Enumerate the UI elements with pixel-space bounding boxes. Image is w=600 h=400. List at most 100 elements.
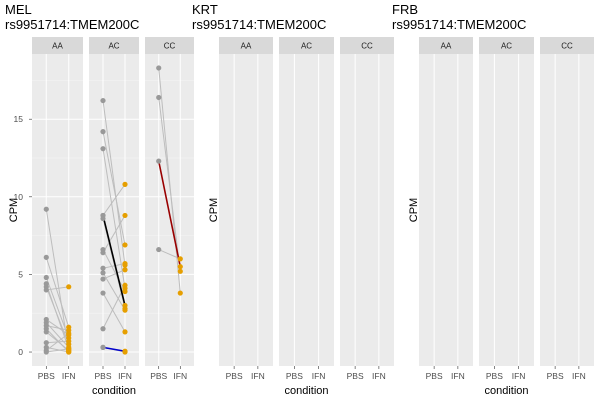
x-tick-label: IFN: [312, 371, 326, 381]
y-tick-label: 15: [14, 114, 24, 124]
pair-line: [158, 249, 181, 260]
highlight-line: [102, 346, 126, 353]
chart-subtitle: rs9951714:TMEM200C: [5, 17, 139, 32]
ifn-point: [122, 329, 128, 335]
ifn-point: [66, 330, 72, 337]
pair-line: [102, 272, 126, 311]
y-axis-label: CPM: [208, 198, 220, 222]
x-tick-label: IFN: [173, 371, 187, 381]
x-tick-label: PBS: [547, 371, 564, 381]
panel-background: [89, 54, 139, 366]
pbs-point: [156, 158, 162, 164]
pair-line: [102, 263, 126, 269]
facet-strip-label: CC: [164, 42, 176, 51]
highlight-line: [102, 215, 126, 306]
x-axis-label: condition: [484, 385, 528, 397]
facet-strip-label: AA: [52, 42, 63, 51]
ifn-point: [122, 288, 128, 295]
pair-line: [45, 331, 70, 351]
facet-strip: [89, 37, 139, 54]
ifn-point: [66, 284, 72, 290]
ifn-point: [122, 267, 128, 273]
x-tick-label: IFN: [62, 371, 76, 381]
highlight-line: [157, 160, 182, 267]
panel-background: [340, 54, 394, 366]
x-tick-label: PBS: [426, 371, 443, 381]
ifn-point: [177, 264, 183, 270]
pbs-point: [156, 94, 162, 101]
facet-strip-label: AA: [441, 42, 452, 51]
facet-strip: [419, 37, 473, 54]
panel-background: [279, 54, 334, 366]
x-tick-label: IFN: [372, 371, 386, 381]
panel-background: [219, 54, 273, 366]
ifn-point: [177, 268, 183, 274]
x-tick-label: PBS: [226, 371, 243, 381]
facet-strip: [279, 37, 334, 54]
x-tick-label: IFN: [572, 371, 586, 381]
pair-line: [45, 328, 70, 353]
x-tick-label: PBS: [286, 371, 303, 381]
pbs-point: [100, 97, 106, 104]
facet-strip: [32, 37, 83, 54]
pair-line: [46, 348, 69, 353]
pair-line: [102, 249, 126, 292]
facet-strip-label: AC: [108, 42, 119, 51]
pair-line: [102, 100, 126, 266]
pair-line: [45, 286, 70, 345]
panel-background: [419, 54, 473, 366]
pbs-point: [43, 329, 49, 335]
pbs-point: [100, 344, 106, 350]
pbs-point: [100, 129, 106, 135]
facet-strip-label: AC: [501, 42, 512, 51]
x-tick-label: PBS: [150, 371, 167, 381]
pair-line: [158, 97, 181, 272]
pair-line: [102, 131, 126, 246]
ifn-point: [177, 290, 183, 296]
pair-line: [45, 319, 70, 336]
ifn-point: [122, 212, 128, 219]
facet-strip-label: CC: [361, 42, 373, 51]
pbs-point: [100, 276, 106, 282]
pair-line: [46, 286, 69, 291]
pair-line: [102, 269, 126, 280]
x-tick-label: PBS: [38, 371, 55, 381]
y-axis-label: CPM: [408, 198, 420, 222]
facet-strip: [540, 37, 594, 54]
pbs-point: [100, 270, 106, 276]
x-tick-label: PBS: [347, 371, 364, 381]
pair-line: [45, 333, 70, 351]
ifn-point: [66, 346, 72, 352]
chart-subtitle: rs9951714:TMEM200C: [392, 17, 526, 32]
pair-line: [102, 184, 126, 216]
pbs-point: [43, 254, 49, 260]
pbs-point: [100, 146, 106, 152]
pair-line: [45, 277, 70, 339]
ifn-point: [177, 256, 183, 262]
pbs-point: [100, 265, 106, 271]
pbs-point: [43, 274, 49, 281]
x-tick-label: IFN: [451, 371, 465, 381]
facet-strip: [219, 37, 273, 54]
y-tick-label: 10: [14, 192, 24, 202]
facet-strip: [479, 37, 534, 54]
x-tick-label: IFN: [251, 371, 265, 381]
pair-line: [45, 257, 70, 328]
y-tick-label: 0: [18, 347, 23, 357]
x-tick-label: IFN: [118, 371, 132, 381]
chart-subtitle: rs9951714:TMEM200C: [192, 17, 326, 32]
facet-strip: [145, 37, 194, 54]
chart-title: FRB: [392, 2, 418, 17]
pbs-point: [43, 349, 49, 355]
panel-background: [32, 54, 83, 366]
pbs-point: [100, 212, 106, 219]
x-axis-label: condition: [284, 385, 328, 397]
ifn-point: [122, 307, 128, 313]
chart-title: MEL: [5, 2, 32, 17]
panel-background: [540, 54, 594, 366]
ifn-point: [66, 338, 72, 344]
pbs-point: [43, 287, 49, 293]
ifn-point: [122, 242, 128, 248]
x-tick-label: IFN: [512, 371, 526, 381]
